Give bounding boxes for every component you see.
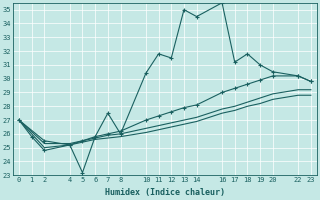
X-axis label: Humidex (Indice chaleur): Humidex (Indice chaleur)	[105, 188, 225, 197]
